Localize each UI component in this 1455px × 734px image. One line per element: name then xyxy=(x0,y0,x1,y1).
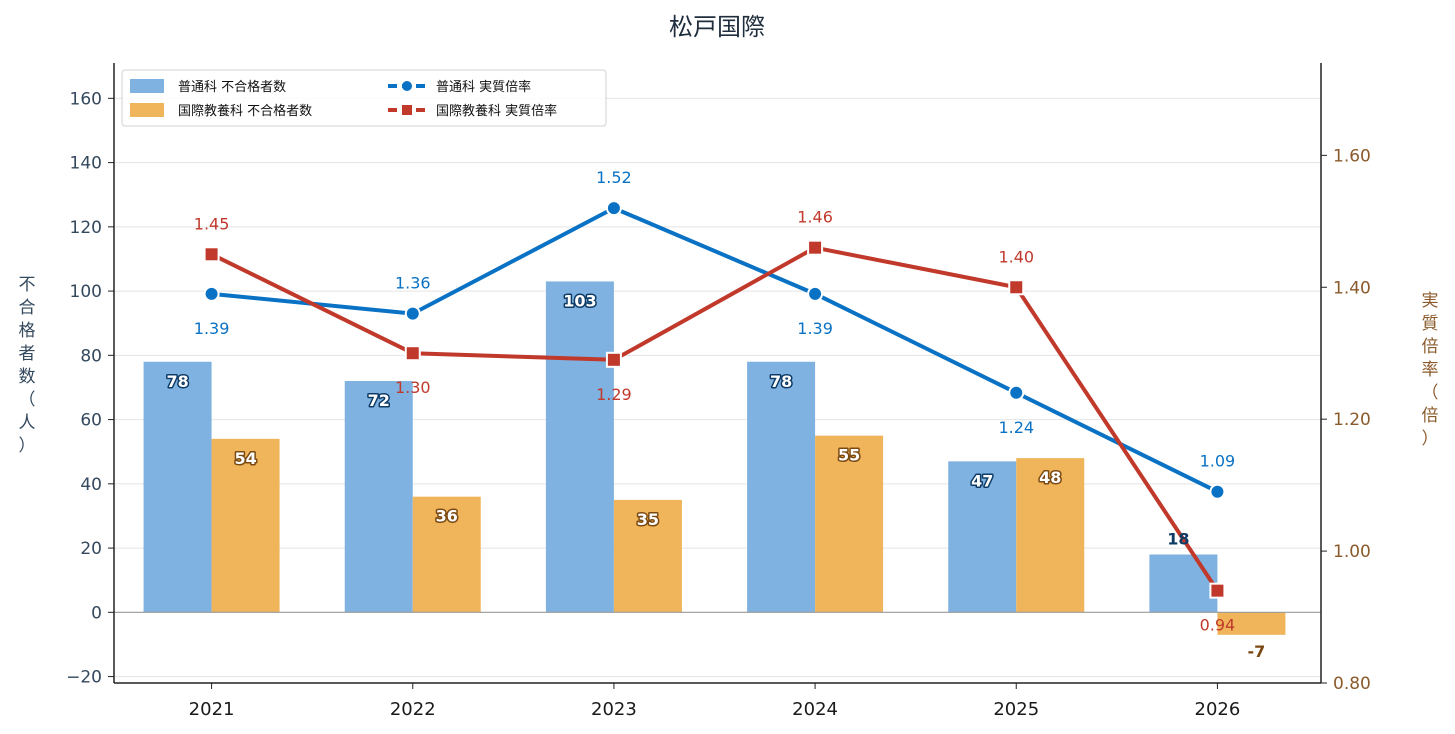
rate-marker xyxy=(1008,279,1025,296)
axes: −20 0 20 40 60 80 100 120 140 160 0.80 1.00 1.20 1.40… xyxy=(66,63,1371,720)
legend-label: 普通科 実質倍率 xyxy=(436,79,531,95)
bar-value-label: 18 xyxy=(1167,530,1189,549)
legend-swatch xyxy=(130,79,164,93)
legend-label: 国際教養科 実質倍率 xyxy=(436,103,557,119)
rate-marker xyxy=(1209,483,1226,500)
right-axis-title: 実質倍率（倍） xyxy=(1422,291,1439,449)
legend-box xyxy=(121,69,607,127)
left-tick-label: 140 xyxy=(70,154,102,174)
rate-marker xyxy=(807,285,824,302)
axis-titles: 不合格者数（人） 実質倍率（倍） xyxy=(19,275,1439,456)
rate-value-label: 1.52 xyxy=(596,168,632,187)
rate-line xyxy=(211,206,1219,494)
bar xyxy=(1149,554,1218,613)
right-tick-label: 0.80 xyxy=(1333,674,1371,694)
lines xyxy=(203,200,1226,599)
bar-value-label: 48 xyxy=(1039,468,1061,487)
rate-marker xyxy=(203,285,220,302)
legend-swatch xyxy=(130,103,164,117)
chart-title: 松戸国際 xyxy=(669,13,765,41)
rate-value-label: 1.46 xyxy=(797,208,833,227)
rate-marker xyxy=(605,351,622,368)
rate-value-label: 1.09 xyxy=(1200,452,1236,471)
rate-value-label: 1.45 xyxy=(194,214,230,233)
bar-value-label: 54 xyxy=(234,449,256,468)
bar-value-label: 78 xyxy=(166,372,188,391)
left-tick-label: 60 xyxy=(80,411,102,431)
bar xyxy=(747,361,816,613)
bar-value-label: 103 xyxy=(563,291,596,310)
left-tick-label: 100 xyxy=(70,282,102,302)
rate-marker xyxy=(1008,384,1025,401)
right-tick-label: 1.60 xyxy=(1333,146,1371,166)
x-tick-label: 2025 xyxy=(993,699,1039,720)
right-tick-label: 1.00 xyxy=(1333,542,1371,562)
bar xyxy=(344,381,413,613)
legend-label: 普通科 不合格者数 xyxy=(178,79,286,95)
bar-value-label: 72 xyxy=(368,391,390,410)
left-tick-label: 160 xyxy=(70,89,102,109)
bar xyxy=(613,499,682,613)
left-tick-label: 80 xyxy=(80,346,102,366)
x-tick-label: 2023 xyxy=(591,699,637,720)
x-tick-label: 2022 xyxy=(390,699,436,720)
bar-value-label: 55 xyxy=(838,446,860,465)
rate-value-label: 1.30 xyxy=(395,378,431,397)
rate-value-label: 1.29 xyxy=(596,385,632,404)
rate-marker xyxy=(1209,582,1226,599)
bar xyxy=(412,496,481,613)
rate-line xyxy=(210,245,1220,592)
rate-marker xyxy=(404,305,421,322)
rate-value-label: 1.36 xyxy=(395,274,431,293)
x-tick-label: 2024 xyxy=(792,699,838,720)
bar xyxy=(948,461,1017,613)
bar xyxy=(1016,458,1085,613)
bar-value-label: -7 xyxy=(1248,642,1266,661)
x-tick-label: 2026 xyxy=(1195,699,1241,720)
right-tick-label: 1.20 xyxy=(1333,410,1371,430)
left-tick-label: 20 xyxy=(80,539,102,559)
rate-marker xyxy=(605,200,622,217)
bar-value-label: 47 xyxy=(971,471,993,490)
rate-marker xyxy=(203,246,220,263)
bar-value-label: 35 xyxy=(637,510,659,529)
rate-value-label: 1.39 xyxy=(797,319,833,338)
bar xyxy=(815,435,884,613)
rate-marker xyxy=(404,345,421,362)
left-tick-label: −20 xyxy=(66,668,102,688)
rate-value-label: 1.24 xyxy=(998,418,1034,437)
left-tick-label: 0 xyxy=(91,603,102,623)
bar-value-label: 78 xyxy=(770,372,792,391)
rate-value-label: 1.39 xyxy=(194,319,230,338)
legend-marker xyxy=(402,81,412,91)
left-tick-label: 40 xyxy=(80,475,102,495)
bar xyxy=(211,438,280,613)
bar xyxy=(1217,612,1286,635)
bar xyxy=(143,361,212,613)
labels: 78 72 103 78 47 18 54 36 35 55 48 -7 1.39 1.36 1.52 1.3… xyxy=(165,168,1266,661)
left-axis-title: 不合格者数（人） xyxy=(19,275,36,456)
left-tick-label: 120 xyxy=(70,218,102,238)
legend-label: 国際教養科 不合格者数 xyxy=(178,103,312,119)
x-tick-label: 2021 xyxy=(189,699,235,720)
rate-marker xyxy=(807,239,824,256)
bar xyxy=(545,281,614,613)
bar-value-label: 36 xyxy=(436,507,458,526)
right-tick-label: 1.40 xyxy=(1333,278,1371,298)
legend-marker xyxy=(402,105,412,115)
bars xyxy=(143,281,1286,635)
rate-value-label: 0.94 xyxy=(1200,616,1236,635)
rate-value-label: 1.40 xyxy=(998,247,1034,266)
grid xyxy=(114,97,1321,678)
